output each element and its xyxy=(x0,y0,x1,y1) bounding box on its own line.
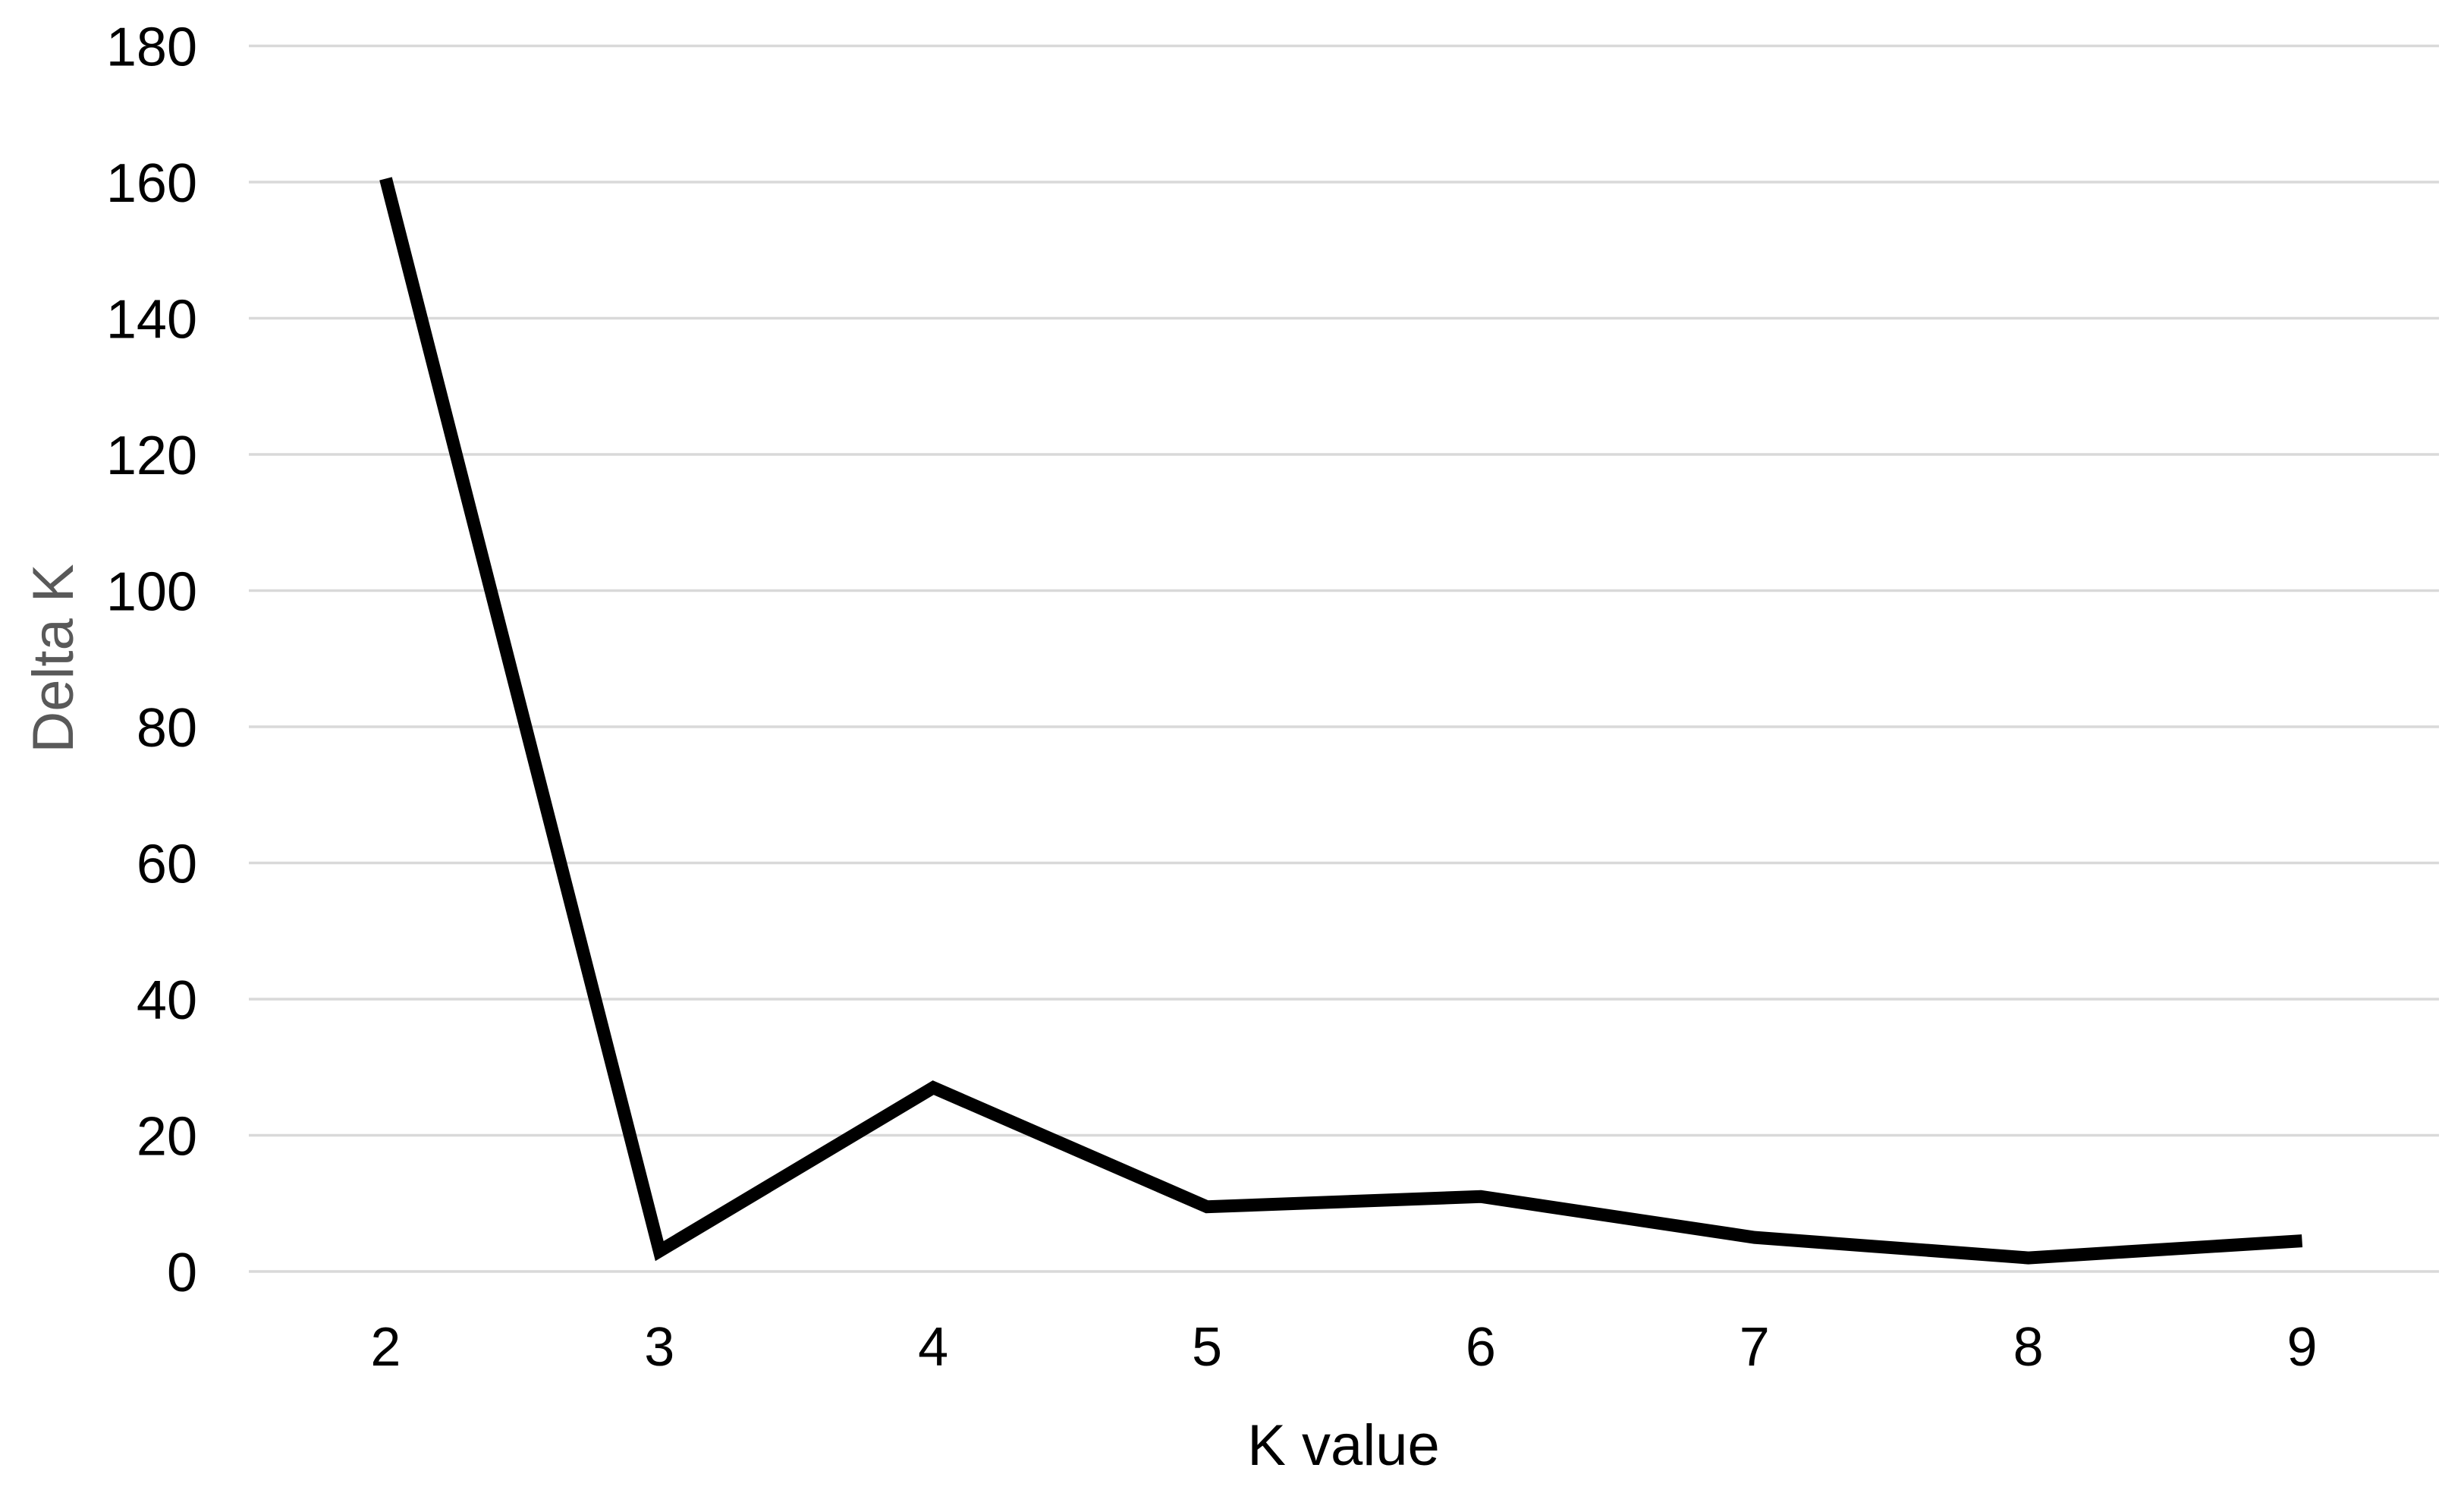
x-tick-label: 9 xyxy=(2287,1317,2318,1378)
x-tick-label: 3 xyxy=(644,1317,674,1378)
x-tick-label: 8 xyxy=(2013,1317,2044,1378)
x-tick-label: 2 xyxy=(370,1317,401,1378)
y-tick-label: 0 xyxy=(167,1243,197,1303)
y-tick-label: 100 xyxy=(106,562,197,623)
x-tick-label: 5 xyxy=(1192,1317,1222,1378)
y-tick-label: 60 xyxy=(137,835,197,895)
y-tick-label: 120 xyxy=(106,426,197,486)
x-tick-label: 7 xyxy=(1740,1317,1770,1378)
y-tick-label: 80 xyxy=(137,698,197,759)
x-tick-label: 6 xyxy=(1466,1317,1496,1378)
x-axis-title: K value xyxy=(1247,1413,1440,1478)
y-axis-title: Delta K xyxy=(21,564,86,753)
y-tick-label: 160 xyxy=(106,153,197,214)
y-tick-label: 140 xyxy=(106,290,197,350)
y-tick-label: 180 xyxy=(106,17,197,78)
y-tick-label: 20 xyxy=(137,1107,197,1168)
gridlines xyxy=(249,44,2439,1273)
y-axis-tick-labels: 0 20 40 60 80 100 120 140 160 180 xyxy=(106,17,197,1304)
x-tick-label: 4 xyxy=(918,1317,948,1378)
x-axis-tick-labels: 2 3 4 5 6 7 8 9 xyxy=(370,1317,2317,1378)
delta-k-series-line xyxy=(379,177,2303,1265)
y-tick-label: 40 xyxy=(137,970,197,1031)
